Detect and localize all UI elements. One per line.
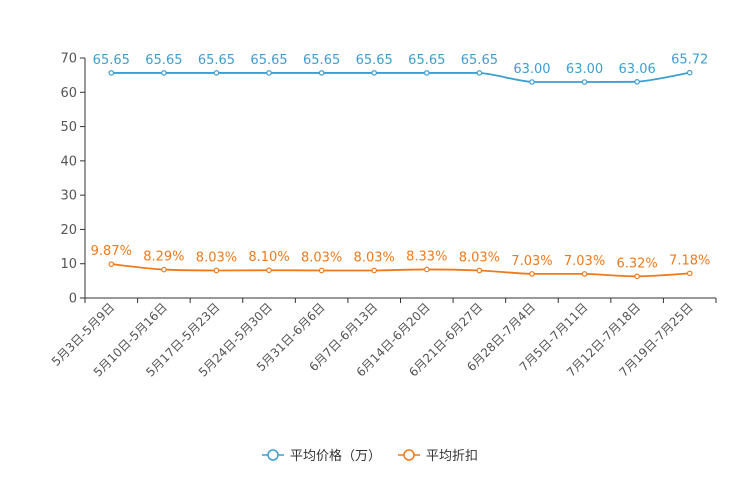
series-discount-data-label: 7.03% xyxy=(511,254,552,269)
y-tick-label: 30 xyxy=(60,189,77,204)
series-discount-data-label: 8.33% xyxy=(406,249,447,264)
series-discount-data-label: 8.29% xyxy=(143,250,184,265)
series-discount-point[interactable] xyxy=(371,267,378,274)
y-tick-label: 10 xyxy=(60,257,77,272)
series-price: 65.65 65.65 65.65 65.65 65.65 65.65 65.65 65.65… xyxy=(93,53,708,85)
series-price-line xyxy=(111,71,690,83)
series-price-point[interactable] xyxy=(213,70,220,76)
series-price-data-label: 65.65 xyxy=(93,53,130,68)
legend-price-marker xyxy=(267,449,279,461)
series-discount-point[interactable] xyxy=(161,266,167,273)
series-discount-data-label: 9.87% xyxy=(91,244,132,259)
legend-discount-label: 平均折扣 xyxy=(426,449,478,464)
series-discount-data-label: 8.03% xyxy=(459,250,500,265)
series-discount-point[interactable] xyxy=(108,261,115,267)
series-price-point[interactable] xyxy=(529,79,535,85)
series-discount-data-label: 8.03% xyxy=(196,250,237,265)
series-discount-point[interactable] xyxy=(529,271,535,277)
series-price-point[interactable] xyxy=(634,78,640,85)
series-discount-point[interactable] xyxy=(634,273,640,280)
y-tick-label: 40 xyxy=(60,154,77,169)
series-price-data-label: 65.65 xyxy=(408,53,445,68)
series-price-point[interactable] xyxy=(423,70,430,76)
y-tick-label: 70 xyxy=(60,52,77,67)
legend: 平均价格（万） 平均折扣 xyxy=(262,448,478,464)
series-price-point[interactable] xyxy=(476,70,483,76)
series-price-point[interactable] xyxy=(581,79,588,85)
series-discount-data-label: 8.10% xyxy=(248,250,289,265)
series-discount-data-label: 8.03% xyxy=(301,250,342,265)
y-tick-label: 20 xyxy=(60,223,77,238)
series-price-data-label: 65.65 xyxy=(250,53,287,68)
series-price-point[interactable] xyxy=(371,70,378,76)
series-price-data-label: 65.65 xyxy=(303,53,340,68)
legend-item-discount[interactable]: 平均折扣 xyxy=(398,449,478,464)
series-price-data-label: 63.00 xyxy=(566,62,603,77)
legend-discount-marker xyxy=(403,449,415,461)
series-layer: 65.65 65.65 65.65 65.65 65.65 65.65 65.65 65.65… xyxy=(91,53,710,280)
series-price-data-label: 65.65 xyxy=(461,53,498,68)
y-tick-label: 50 xyxy=(60,120,77,135)
series-discount-point[interactable] xyxy=(423,266,430,273)
series-price-data-label: 63.06 xyxy=(619,62,656,77)
series-price-data-label: 65.65 xyxy=(145,53,182,68)
series-discount-data-label: 7.18% xyxy=(669,253,710,268)
series-discount-data-label: 7.03% xyxy=(564,254,605,269)
series-discount: 9.87% 8.29% 8.03% 8.10% 8.03% 8.03% 8.33% 8.03%… xyxy=(91,244,710,280)
series-price-point[interactable] xyxy=(108,70,115,76)
series-price-data-label: 63.00 xyxy=(513,62,550,77)
series-price-data-label: 65.65 xyxy=(198,53,235,68)
series-discount-data-label: 6.32% xyxy=(616,256,657,271)
series-price-point[interactable] xyxy=(686,69,693,76)
series-discount-line xyxy=(111,263,690,278)
legend-price-label: 平均价格（万） xyxy=(290,448,381,464)
series-discount-point[interactable] xyxy=(581,271,588,277)
y-tick-label: 60 xyxy=(60,86,77,101)
series-price-point[interactable] xyxy=(318,70,325,76)
series-price-point[interactable] xyxy=(161,70,167,76)
y-axis: 0 10 20 30 40 50 60 70 xyxy=(60,52,86,307)
series-discount-point[interactable] xyxy=(318,267,325,274)
series-price-data-label: 65.65 xyxy=(356,53,393,68)
y-tick-label: 0 xyxy=(69,292,77,307)
series-price-data-label: 65.72 xyxy=(671,53,708,68)
series-discount-point[interactable] xyxy=(266,267,272,274)
series-discount-point[interactable] xyxy=(213,267,220,274)
series-price-point[interactable] xyxy=(266,70,272,76)
series-discount-point[interactable] xyxy=(686,270,693,277)
series-discount-point[interactable] xyxy=(476,267,483,274)
legend-item-price[interactable]: 平均价格（万） xyxy=(262,448,381,464)
x-axis: 5月3日-5月9日5月10日-5月16日5月17日-5月23日5月24日-5月3… xyxy=(49,297,717,380)
series-discount-data-label: 8.03% xyxy=(354,250,395,265)
